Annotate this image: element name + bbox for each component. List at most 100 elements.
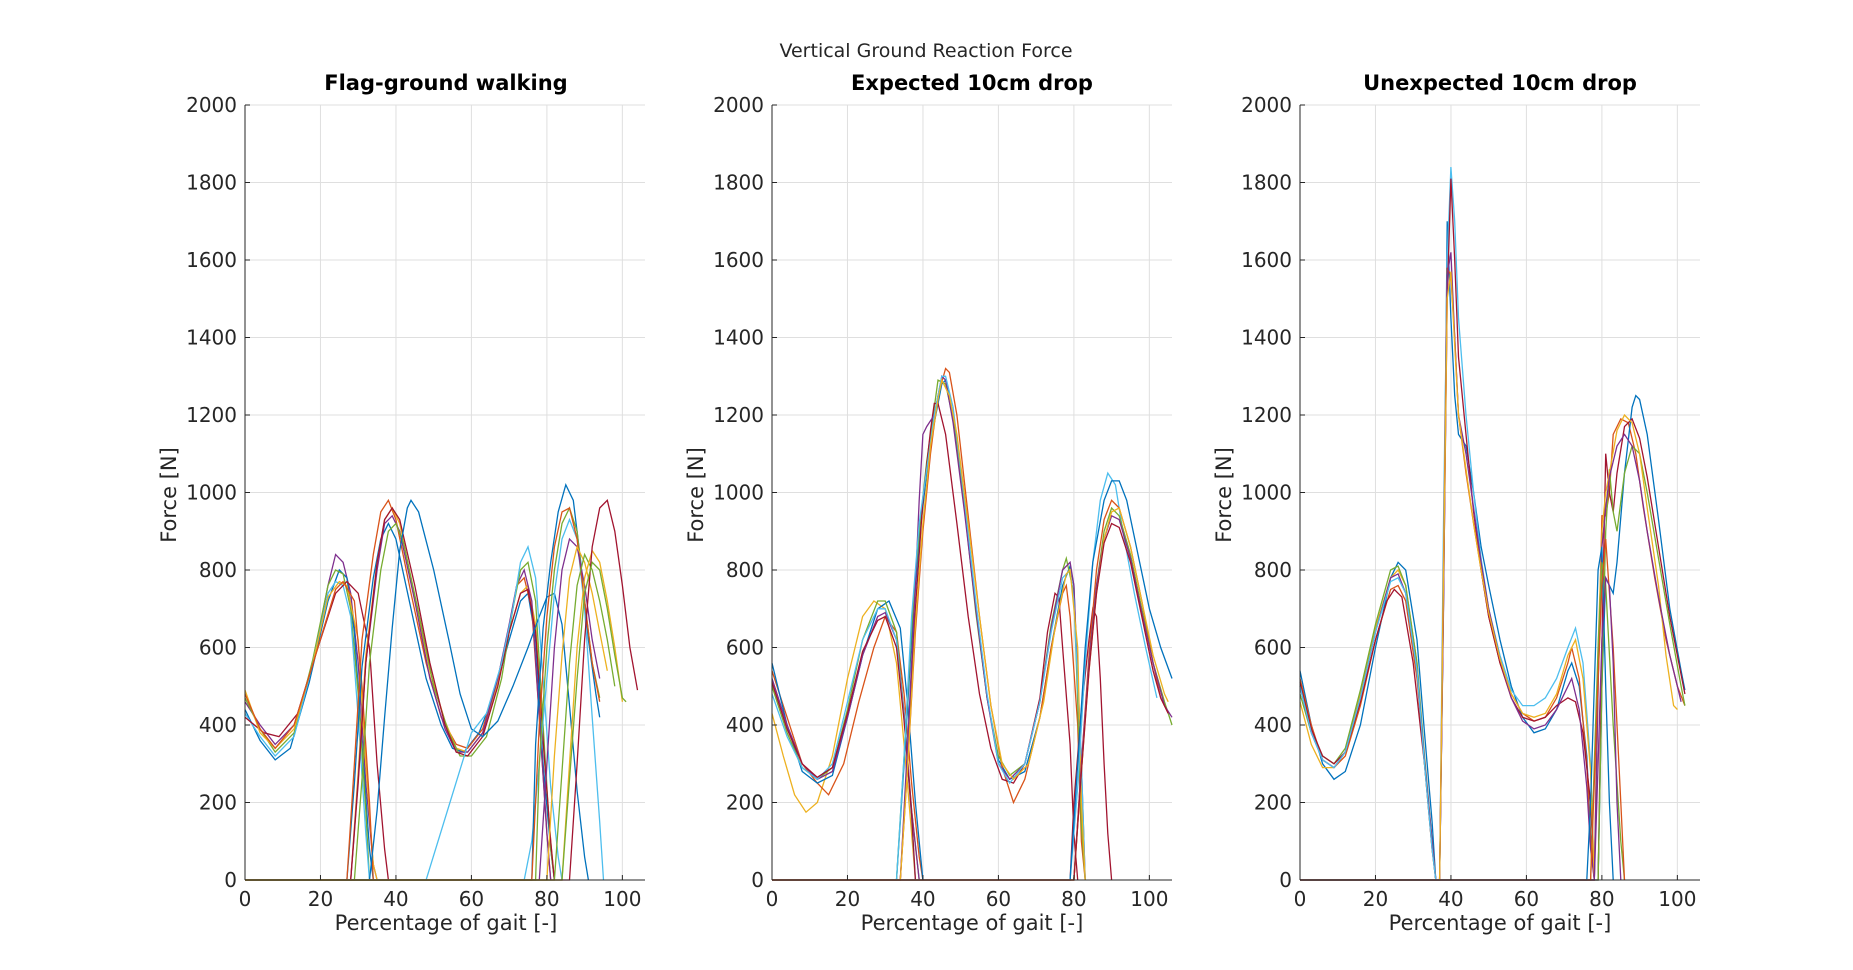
y-tick-label: 1200 xyxy=(713,403,764,427)
y-tick-label: 1800 xyxy=(1241,171,1292,195)
series-line xyxy=(1300,538,1626,881)
x-tick-label: 80 xyxy=(1061,887,1086,911)
subplot-title: Unexpected 10cm drop xyxy=(1363,71,1637,95)
x-tick-label: 100 xyxy=(1130,887,1168,911)
series-line xyxy=(772,375,1086,881)
subplot-expected-drop: Expected 10cm drop Percentage of gait [-… xyxy=(684,71,1173,935)
y-axis-label: Force [N] xyxy=(157,447,181,543)
series-line xyxy=(1300,418,1686,881)
series-line xyxy=(772,606,1113,881)
y-tick-label: 2000 xyxy=(186,93,237,117)
y-tick-label: 0 xyxy=(224,868,237,892)
series-line xyxy=(1300,575,1622,881)
y-axis-label: Force [N] xyxy=(1212,447,1236,543)
x-tick-label: 20 xyxy=(835,887,860,911)
series-line xyxy=(1300,444,1686,881)
y-tick-label: 1000 xyxy=(713,481,764,505)
series-line xyxy=(1299,572,1437,881)
series-line xyxy=(1299,565,1437,881)
x-tick-label: 0 xyxy=(766,887,779,911)
series-line xyxy=(772,374,1086,881)
series-line xyxy=(245,499,639,881)
y-tick-label: 400 xyxy=(1254,713,1292,737)
series-line xyxy=(1300,562,1626,881)
y-tick-label: 400 xyxy=(726,713,764,737)
series-line xyxy=(245,506,556,881)
y-tick-label: 200 xyxy=(1254,791,1292,815)
y-tick-label: 1000 xyxy=(186,481,237,505)
y-tick-label: 1400 xyxy=(1241,326,1292,350)
y-tick-label: 600 xyxy=(726,636,764,660)
series-line xyxy=(245,498,552,881)
series-line xyxy=(1300,417,1686,881)
y-tick-label: 600 xyxy=(199,636,237,660)
x-tick-label: 40 xyxy=(910,887,935,911)
y-tick-label: 1800 xyxy=(186,171,237,195)
series-line xyxy=(245,522,556,881)
series-line xyxy=(772,378,1086,881)
y-tick-label: 1800 xyxy=(713,171,764,195)
series-line xyxy=(244,553,378,881)
y-tick-label: 1400 xyxy=(186,326,237,350)
y-tick-label: 1400 xyxy=(713,326,764,350)
y-tick-label: 1200 xyxy=(186,403,237,427)
y-tick-label: 2000 xyxy=(713,93,764,117)
series-line xyxy=(245,561,627,881)
y-tick-label: 200 xyxy=(199,791,237,815)
x-tick-label: 60 xyxy=(986,887,1011,911)
series-line xyxy=(244,580,371,881)
y-tick-label: 200 xyxy=(726,791,764,815)
series-line xyxy=(771,615,917,881)
x-tick-label: 60 xyxy=(1514,887,1539,911)
x-axis-label: Percentage of gait [-] xyxy=(1389,911,1612,935)
series-line xyxy=(1300,178,1595,881)
x-tick-label: 60 xyxy=(459,887,484,911)
plot-area: 0 20 40 60 80 1000200400600800100012001400160… xyxy=(713,93,1173,911)
x-tick-label: 20 xyxy=(308,887,333,911)
x-tick-label: 40 xyxy=(1438,887,1463,911)
series-line xyxy=(245,506,556,881)
subplot-unexpected-drop: Unexpected 10cm drop Percentage of gait … xyxy=(1212,71,1700,935)
series-line xyxy=(245,498,590,881)
plot-area: 0 20 40 60 80 1000200400600800100012001400160… xyxy=(186,93,645,911)
figure-suptitle: Vertical Ground Reaction Force xyxy=(779,40,1072,62)
x-tick-label: 100 xyxy=(1658,887,1696,911)
series-line xyxy=(1299,576,1437,881)
series-line xyxy=(245,522,556,881)
y-tick-label: 1000 xyxy=(1241,481,1292,505)
series-line xyxy=(1300,267,1595,881)
series-line xyxy=(1299,561,1437,881)
series-line xyxy=(1300,433,1682,881)
series-line xyxy=(244,580,374,881)
x-tick-label: 80 xyxy=(534,887,559,911)
x-axis-label: Percentage of gait [-] xyxy=(861,911,1084,935)
y-axis-label: Force [N] xyxy=(684,447,708,543)
x-tick-label: 0 xyxy=(1294,887,1307,911)
series-line xyxy=(1300,271,1595,881)
series-line xyxy=(1300,546,1614,881)
y-tick-label: 0 xyxy=(751,868,764,892)
y-tick-label: 2000 xyxy=(1241,93,1292,117)
series-line xyxy=(245,544,563,881)
subplot-title: Expected 10cm drop xyxy=(851,71,1093,95)
subplot-flag-ground-walking: Flag-ground walking Percentage of gait [… xyxy=(157,71,645,935)
series-line xyxy=(245,537,601,881)
subplot-title: Flag-ground walking xyxy=(324,71,567,95)
series-line xyxy=(771,600,917,881)
series-line xyxy=(245,544,608,881)
series-line xyxy=(245,552,616,881)
y-tick-label: 1200 xyxy=(1241,403,1292,427)
series-line xyxy=(245,517,605,881)
plot-area: 0 20 40 60 80 1000200400600800100012001400160… xyxy=(1241,93,1700,911)
y-tick-label: 0 xyxy=(1279,868,1292,892)
x-axis-label: Percentage of gait [-] xyxy=(335,911,558,935)
x-tick-label: 0 xyxy=(239,887,252,911)
x-tick-label: 100 xyxy=(603,887,641,911)
series-line xyxy=(245,507,601,881)
series-line xyxy=(772,480,1173,881)
series-line xyxy=(772,471,1158,881)
x-tick-label: 20 xyxy=(1363,887,1388,911)
series-line xyxy=(245,482,601,881)
series-line xyxy=(1300,394,1686,881)
